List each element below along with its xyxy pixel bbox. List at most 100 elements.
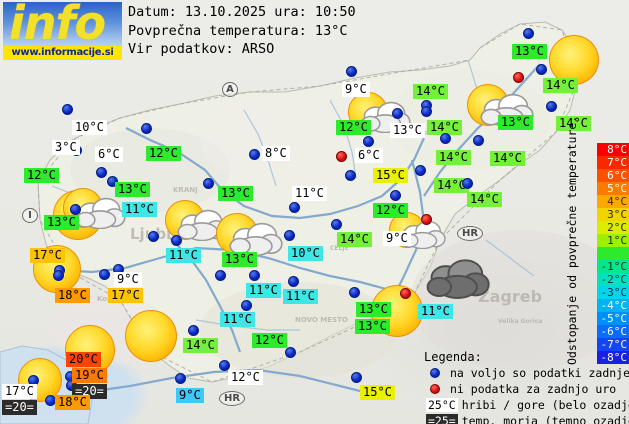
station-dot-available[interactable]: [351, 372, 362, 383]
station-dot-no-data[interactable]: [421, 214, 432, 225]
temperature-label: 18°C: [55, 395, 90, 410]
temperature-label: 9°C: [176, 388, 204, 403]
site-logo[interactable]: info www.informacije.si: [3, 2, 122, 62]
legend-sample-chip: 25°C: [426, 398, 458, 412]
station-dot-available[interactable]: [440, 133, 451, 144]
temperature-label: 10°C: [72, 120, 107, 135]
station-dot-available[interactable]: [473, 135, 484, 146]
color-scale-row: -3°C: [597, 286, 629, 299]
temperature-label: 3°C: [52, 140, 80, 155]
legend-row: na voljo so podatki zadnje ure: [424, 365, 629, 381]
temperature-label: 13°C: [218, 186, 253, 201]
color-scale-title: Odstopanje od povprečne temperature:: [565, 115, 579, 365]
station-dot-available[interactable]: [284, 230, 295, 241]
city-label: CELJE: [330, 245, 349, 252]
station-dot-available[interactable]: [288, 276, 299, 287]
cloud-icon: [74, 197, 126, 233]
station-dot-available[interactable]: [241, 300, 252, 311]
color-scale-row: 4°C: [597, 195, 629, 208]
color-scale-row: 7°C: [597, 156, 629, 169]
header-date-time: Datum: 13.10.2025 ura: 10:50: [128, 4, 356, 20]
temperature-label: 14°C: [467, 192, 502, 207]
logo-wordmark: info: [9, 2, 106, 50]
legend-marker: [424, 368, 446, 378]
station-dot-available[interactable]: [53, 270, 64, 281]
station-dot-available[interactable]: [390, 190, 401, 201]
temperature-label: 14°C: [543, 78, 578, 93]
station-dot-available[interactable]: [62, 104, 73, 115]
temperature-label: 11°C: [418, 304, 453, 319]
city-label: KRANJ: [173, 186, 198, 194]
station-dot-available[interactable]: [345, 170, 356, 181]
station-dot-available[interactable]: [107, 176, 118, 187]
legend-row-text: ni podatka za zadnjo uro: [450, 382, 617, 396]
temperature-label: 17°C: [108, 288, 143, 303]
station-dot-available[interactable]: [70, 204, 81, 215]
sun-icon: [125, 310, 177, 362]
station-dot-available[interactable]: [285, 347, 296, 358]
sun-icon: [549, 35, 599, 85]
station-dot-available[interactable]: [546, 101, 557, 112]
station-dot-available[interactable]: [331, 219, 342, 230]
station-dot-available[interactable]: [141, 123, 152, 134]
legend-blue-dot-icon: [430, 368, 440, 378]
station-dot-available[interactable]: [148, 231, 159, 242]
temperature-label: 11°C: [166, 248, 201, 263]
temperature-label: 13°C: [390, 123, 425, 138]
temperature-label: 11°C: [246, 283, 281, 298]
temperature-label: 10°C: [288, 246, 323, 261]
station-dot-available[interactable]: [99, 269, 110, 280]
temperature-label: 14°C: [183, 338, 218, 353]
station-dot-no-data[interactable]: [336, 151, 347, 162]
header-info: Datum: 13.10.2025 ura: 10:50 Povprečna t…: [128, 3, 458, 59]
station-dot-available[interactable]: [536, 64, 547, 75]
temperature-label: 13°C: [44, 215, 79, 230]
station-dot-available[interactable]: [392, 108, 403, 119]
temperature-label: 11°C: [283, 289, 318, 304]
station-dot-available[interactable]: [349, 287, 360, 298]
temperature-label: 14°C: [436, 150, 471, 165]
color-scale-row: -2°C: [597, 273, 629, 286]
station-dot-no-data[interactable]: [513, 72, 524, 83]
legend: Legenda: na voljo so podatki zadnje uren…: [424, 350, 629, 424]
station-dot-available[interactable]: [249, 149, 260, 160]
station-dot-available[interactable]: [289, 202, 300, 213]
temperature-label: 11°C: [220, 312, 255, 327]
station-dot-available[interactable]: [171, 235, 182, 246]
legend-row-text: na voljo so podatki zadnje ure: [450, 366, 629, 380]
temperature-label: 13°C: [498, 115, 533, 130]
station-dot-available[interactable]: [215, 270, 226, 281]
temperature-label: 13°C: [115, 182, 150, 197]
station-dot-available[interactable]: [175, 373, 186, 384]
temperature-label: 14°C: [556, 116, 591, 131]
temperature-label: 14°C: [337, 232, 372, 247]
overcast-cloud-icon: [425, 258, 490, 303]
legend-rows: na voljo so podatki zadnje ure ni podatka…: [424, 365, 629, 424]
station-dot-available[interactable]: [96, 167, 107, 178]
station-dot-available[interactable]: [415, 165, 426, 176]
station-dot-available[interactable]: [462, 178, 473, 189]
legend-row-text: temp. morja (temno ozadje): [461, 414, 629, 424]
station-dot-available[interactable]: [523, 28, 534, 39]
station-dot-available[interactable]: [421, 106, 432, 117]
station-dot-available[interactable]: [363, 136, 374, 147]
temperature-label: 6°C: [95, 147, 123, 162]
temperature-label: 6°C: [355, 148, 383, 163]
station-dot-available[interactable]: [188, 325, 199, 336]
temperature-label: 9°C: [114, 272, 142, 287]
legend-marker: [424, 384, 446, 394]
color-scale-row: 1°C: [597, 234, 629, 247]
legend-sample-chip: =25=: [426, 414, 458, 424]
legend-title: Legenda:: [424, 350, 482, 364]
legend-row: =25= temp. morja (temno ozadje): [424, 413, 629, 424]
station-dot-available[interactable]: [203, 178, 214, 189]
header-average-temperature: Povprečna temperatura: 13°C: [128, 22, 348, 39]
color-scale-row: [597, 247, 629, 260]
station-dot-no-data[interactable]: [400, 288, 411, 299]
city-label: Zagreb: [478, 287, 543, 306]
station-dot-available[interactable]: [346, 66, 357, 77]
city-label: Velika Gorica: [498, 318, 543, 325]
station-dot-available[interactable]: [249, 270, 260, 281]
station-dot-available[interactable]: [219, 360, 230, 371]
temperature-label: 12°C: [336, 120, 371, 135]
